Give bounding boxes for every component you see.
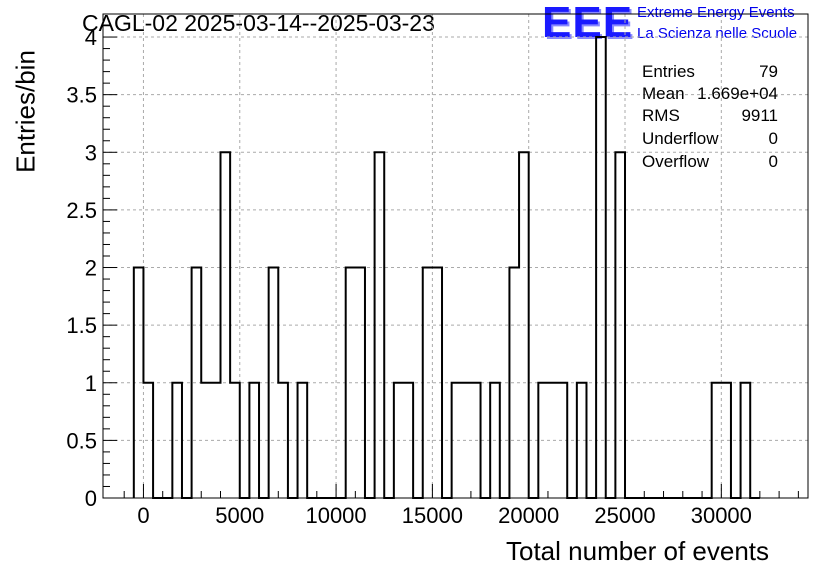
y-tick-label: 3 (85, 140, 97, 165)
stats-rms-label: RMS (642, 106, 680, 125)
stats-entries-value: 79 (759, 62, 778, 81)
logo-line-2: La Scienza nelle Scuole (637, 25, 798, 42)
eee-logo: EEE (542, 0, 634, 47)
stats-mean-value: 1.669e+04 (697, 84, 778, 103)
y-tick-label: 4 (85, 25, 97, 50)
stats-entries-label: Entries (642, 62, 695, 81)
x-tick-label: 30000 (691, 503, 752, 528)
x-tick-label: 15000 (402, 503, 463, 528)
x-tick-label: 20000 (498, 503, 559, 528)
y-tick-label: 2 (85, 256, 97, 281)
x-axis-ticks: 0 5000 10000 15000 20000 25000 30000 (123, 484, 799, 528)
y-tick-label: 3.5 (66, 83, 97, 108)
x-tick-label: 5000 (215, 503, 264, 528)
y-tick-label: 1.5 (66, 313, 97, 338)
y-tick-label: 0 (85, 486, 97, 511)
x-tick-label: 0 (137, 503, 149, 528)
stats-mean-label: Mean (642, 84, 685, 103)
y-axis-ticks: 0 0.5 1 1.5 2 2.5 3 3.5 4 (66, 13, 117, 511)
stats-box: Entries 79 Mean 1.669e+04 RMS 9911 Under… (642, 62, 778, 171)
stats-overflow-value: 0 (769, 152, 778, 171)
y-tick-label: 0.5 (66, 428, 97, 453)
stats-rms-value: 9911 (741, 106, 778, 125)
y-tick-label: 1 (85, 371, 97, 396)
histogram-outline (132, 36, 760, 499)
x-tick-label: 25000 (594, 503, 655, 528)
logo-line-1: Extreme Energy Events (637, 4, 795, 21)
y-tick-label: 2.5 (66, 198, 97, 223)
stats-underflow-value: 0 (769, 129, 778, 148)
x-axis-label: Total number of events (506, 536, 770, 566)
stats-underflow-label: Underflow (642, 129, 719, 148)
x-tick-label: 10000 (305, 503, 366, 528)
stats-overflow-label: Overflow (642, 152, 710, 171)
